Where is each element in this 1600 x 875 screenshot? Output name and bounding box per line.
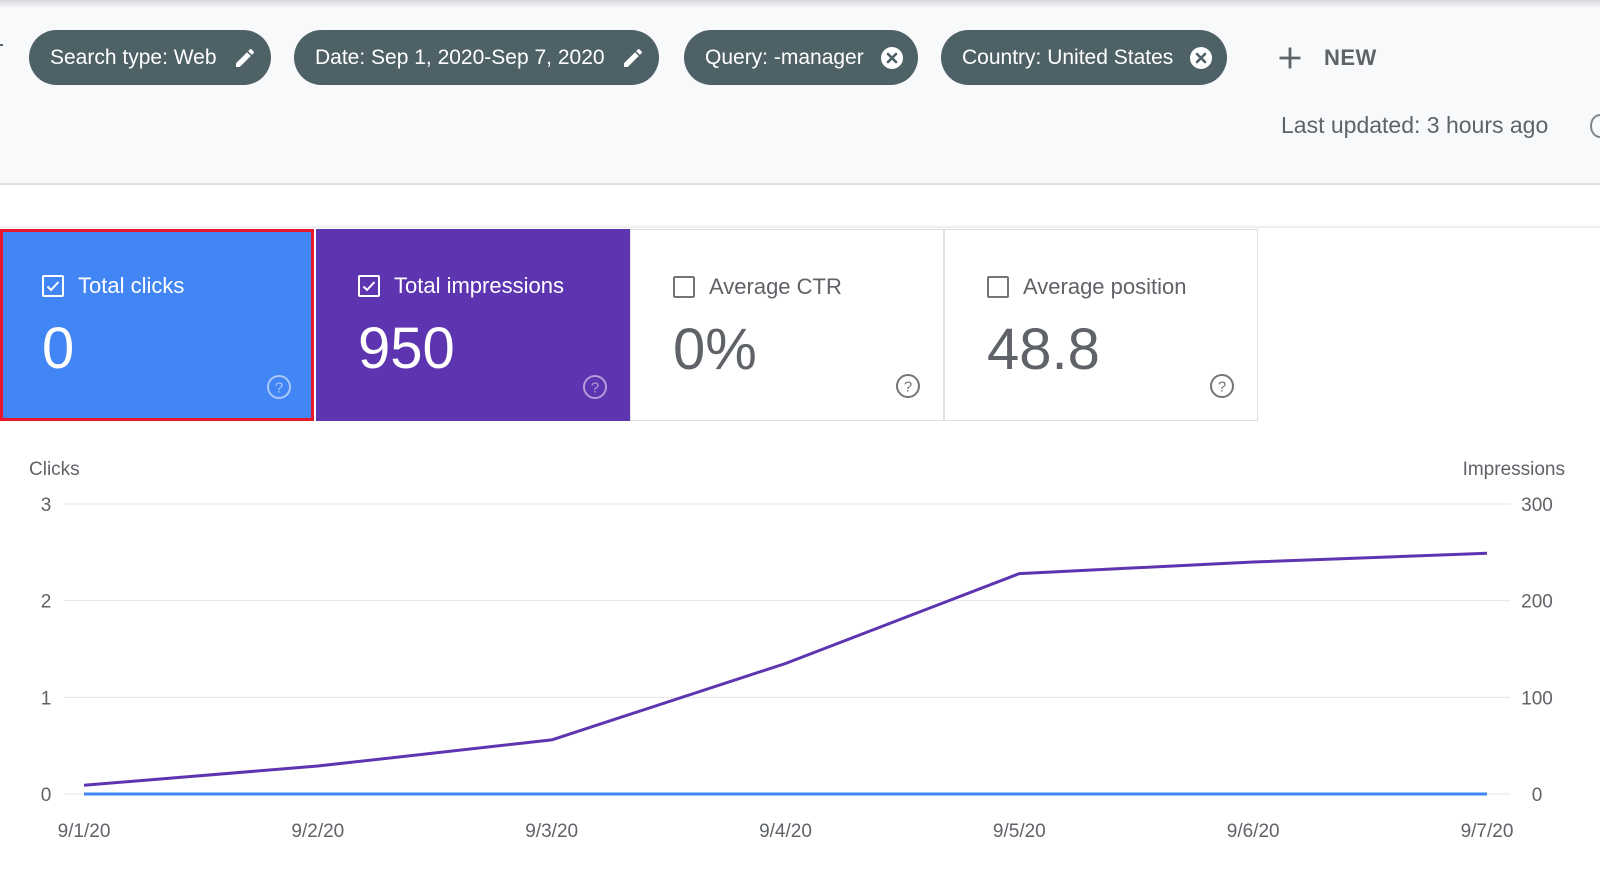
filter-chip-date[interactable]: Date: Sep 1, 2020-Sep 7, 2020: [294, 30, 659, 85]
left-tick-label: 0: [41, 785, 52, 806]
gridlines: [64, 503, 1510, 795]
metric-card-average-position[interactable]: Average position 48.8 ?: [944, 229, 1258, 421]
edit-icon[interactable]: [233, 46, 257, 70]
x-tick-label: 9/5/20: [993, 821, 1046, 842]
right-axis-title: Impressions: [1463, 459, 1565, 480]
performance-chart: Clicks Impressions 0 1 2 3 0 100 200 300 9/1/20 9…: [29, 459, 1565, 842]
new-filter-button[interactable]: NEW: [1276, 36, 1377, 80]
x-tick-label: 9/3/20: [525, 821, 578, 842]
left-tick-label: 3: [41, 495, 52, 516]
svg-text:?: ?: [591, 380, 599, 397]
filter-chip-label: Date: Sep 1, 2020-Sep 7, 2020: [315, 45, 605, 69]
filter-chip-label: Search type: Web: [50, 45, 217, 69]
right-tick-label: 300: [1521, 495, 1553, 516]
help-icon[interactable]: ?: [582, 374, 608, 400]
left-axis-title: Clicks: [29, 459, 80, 480]
top-shadow: [0, 0, 1600, 8]
metric-value: 48.8: [987, 317, 1100, 382]
help-icon[interactable]: ?: [1209, 373, 1235, 399]
filter-chip-query[interactable]: Query: -manager: [684, 30, 918, 85]
svg-text:?: ?: [275, 380, 283, 397]
metric-label: Average CTR: [709, 274, 842, 299]
edit-icon[interactable]: [621, 46, 645, 70]
left-tick-label: 2: [41, 592, 52, 613]
x-tick-label: 9/2/20: [291, 821, 344, 842]
metric-value: 950: [358, 316, 455, 381]
right-tick-label: 100: [1521, 688, 1553, 709]
remove-icon[interactable]: [880, 46, 904, 70]
edge-divider: [0, 44, 3, 46]
add-icon: [1279, 47, 1301, 69]
filter-bar: Search type: Web Date: Sep 1, 2020-Sep 7…: [0, 0, 1600, 185]
checkbox-unchecked-icon[interactable]: [987, 276, 1009, 298]
checkbox-checked-icon[interactable]: [358, 275, 380, 297]
right-tick-label: 0: [1532, 785, 1543, 806]
metric-value: 0: [42, 316, 75, 381]
axis-ticks: 0 1 2 3 0 100 200 300 9/1/20 9/2/20 9/3/20 9/4/20 9/…: [41, 495, 1553, 842]
svg-text:?: ?: [1218, 379, 1226, 396]
checkbox-checked-icon[interactable]: [42, 275, 64, 297]
info-icon[interactable]: [1590, 114, 1600, 138]
metric-label: Average position: [1023, 274, 1187, 299]
series-lines: [83, 551, 1488, 796]
filter-chip-search-type[interactable]: Search type: Web: [29, 30, 271, 85]
remove-icon[interactable]: [1189, 46, 1213, 70]
x-tick-label: 9/7/20: [1461, 821, 1514, 842]
svg-text:?: ?: [904, 379, 912, 396]
metric-label: Total clicks: [78, 273, 185, 298]
filter-chip-label: Country: United States: [962, 45, 1174, 69]
help-icon[interactable]: ?: [895, 373, 921, 399]
new-filter-label: NEW: [1324, 45, 1377, 70]
filter-chip-label: Query: -manager: [705, 45, 864, 69]
metric-value: 0%: [673, 317, 757, 382]
impressions-line: [83, 551, 1488, 787]
checkbox-unchecked-icon[interactable]: [673, 276, 695, 298]
x-tick-label: 9/6/20: [1227, 821, 1280, 842]
metric-label: Total impressions: [394, 273, 564, 298]
right-tick-label: 200: [1521, 592, 1553, 613]
x-tick-label: 9/1/20: [58, 821, 111, 842]
filter-chip-country[interactable]: Country: United States: [941, 30, 1228, 85]
help-icon[interactable]: ?: [266, 374, 292, 400]
metric-card-total-impressions[interactable]: Total impressions 950 ?: [316, 229, 630, 421]
left-tick-label: 1: [41, 688, 52, 709]
metric-card-average-ctr[interactable]: Average CTR 0% ?: [630, 229, 944, 421]
last-updated-text: Last updated: 3 hours ago: [1281, 112, 1549, 138]
metric-card-total-clicks[interactable]: Total clicks 0 ?: [0, 229, 314, 421]
x-tick-label: 9/4/20: [759, 821, 812, 842]
